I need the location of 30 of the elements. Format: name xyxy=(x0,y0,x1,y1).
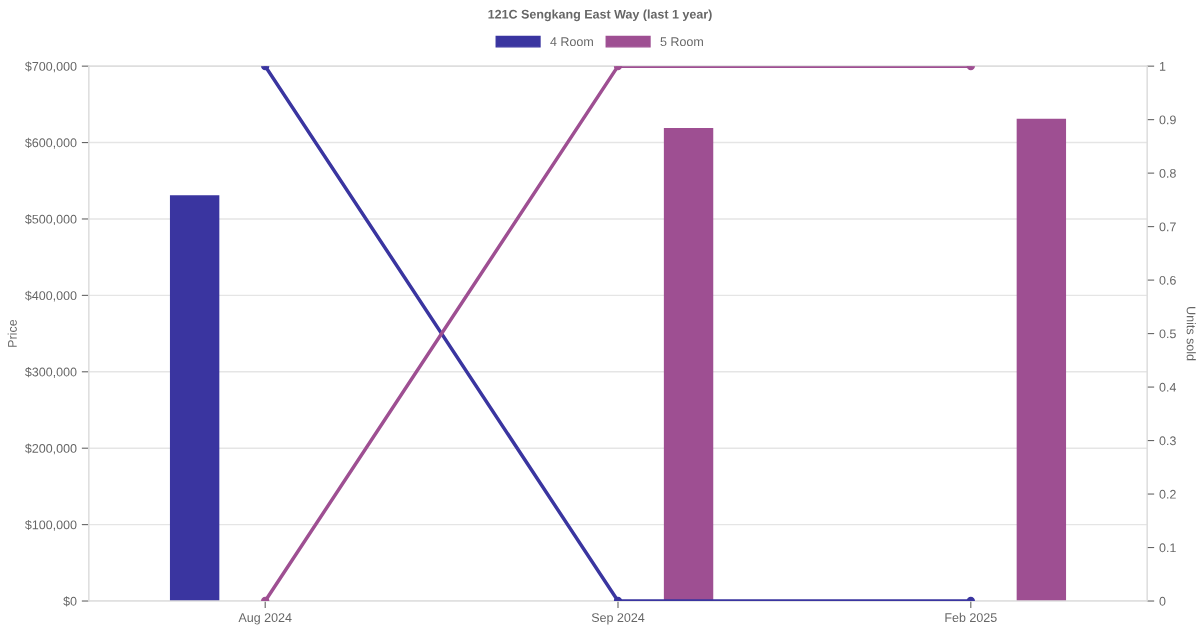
y-tick-label: $200,000 xyxy=(25,443,77,455)
y-tick-label: $400,000 xyxy=(25,290,77,302)
bar xyxy=(663,128,714,602)
y2-tick-label: 0.1 xyxy=(1159,543,1176,553)
y-tick-label: $600,000 xyxy=(25,137,77,149)
y2-tick-label: 0.2 xyxy=(1159,489,1176,499)
bar xyxy=(169,195,220,602)
x-tick-label: Feb 2025 xyxy=(945,612,997,623)
y2-tick-label: 0.6 xyxy=(1159,275,1176,285)
y-tick-label: $300,000 xyxy=(25,367,77,378)
y2-tick-label: 1 xyxy=(1159,62,1166,71)
y-axis-title: Price xyxy=(7,319,17,347)
y2-axis-title: Units sold xyxy=(1186,307,1196,361)
y-tick-label: $500,000 xyxy=(25,214,77,226)
y2-tick-label: 0.5 xyxy=(1159,329,1176,339)
y-tick-label: $700,000 xyxy=(25,61,77,73)
chart-title: 121C Sengkang East Way (last 1 year) xyxy=(488,9,712,22)
y2-tick-label: 0.8 xyxy=(1159,168,1176,178)
bar xyxy=(1016,118,1067,602)
x-tick-label: Aug 2024 xyxy=(238,613,292,625)
legend-label: 4 Room xyxy=(550,37,593,47)
legend-label: 5 Room xyxy=(660,37,703,47)
y2-tick-label: 0 xyxy=(1159,596,1166,606)
y2-tick-label: 0.7 xyxy=(1159,222,1176,232)
y-tick-label: $0 xyxy=(63,596,77,607)
y2-tick-label: 0.3 xyxy=(1159,436,1176,446)
x-tick-label: Sep 2024 xyxy=(591,613,645,625)
y2-tick-label: 0.4 xyxy=(1159,382,1177,392)
y-tick-label: $100,000 xyxy=(25,519,77,531)
y2-tick-label: 0.9 xyxy=(1159,115,1176,125)
